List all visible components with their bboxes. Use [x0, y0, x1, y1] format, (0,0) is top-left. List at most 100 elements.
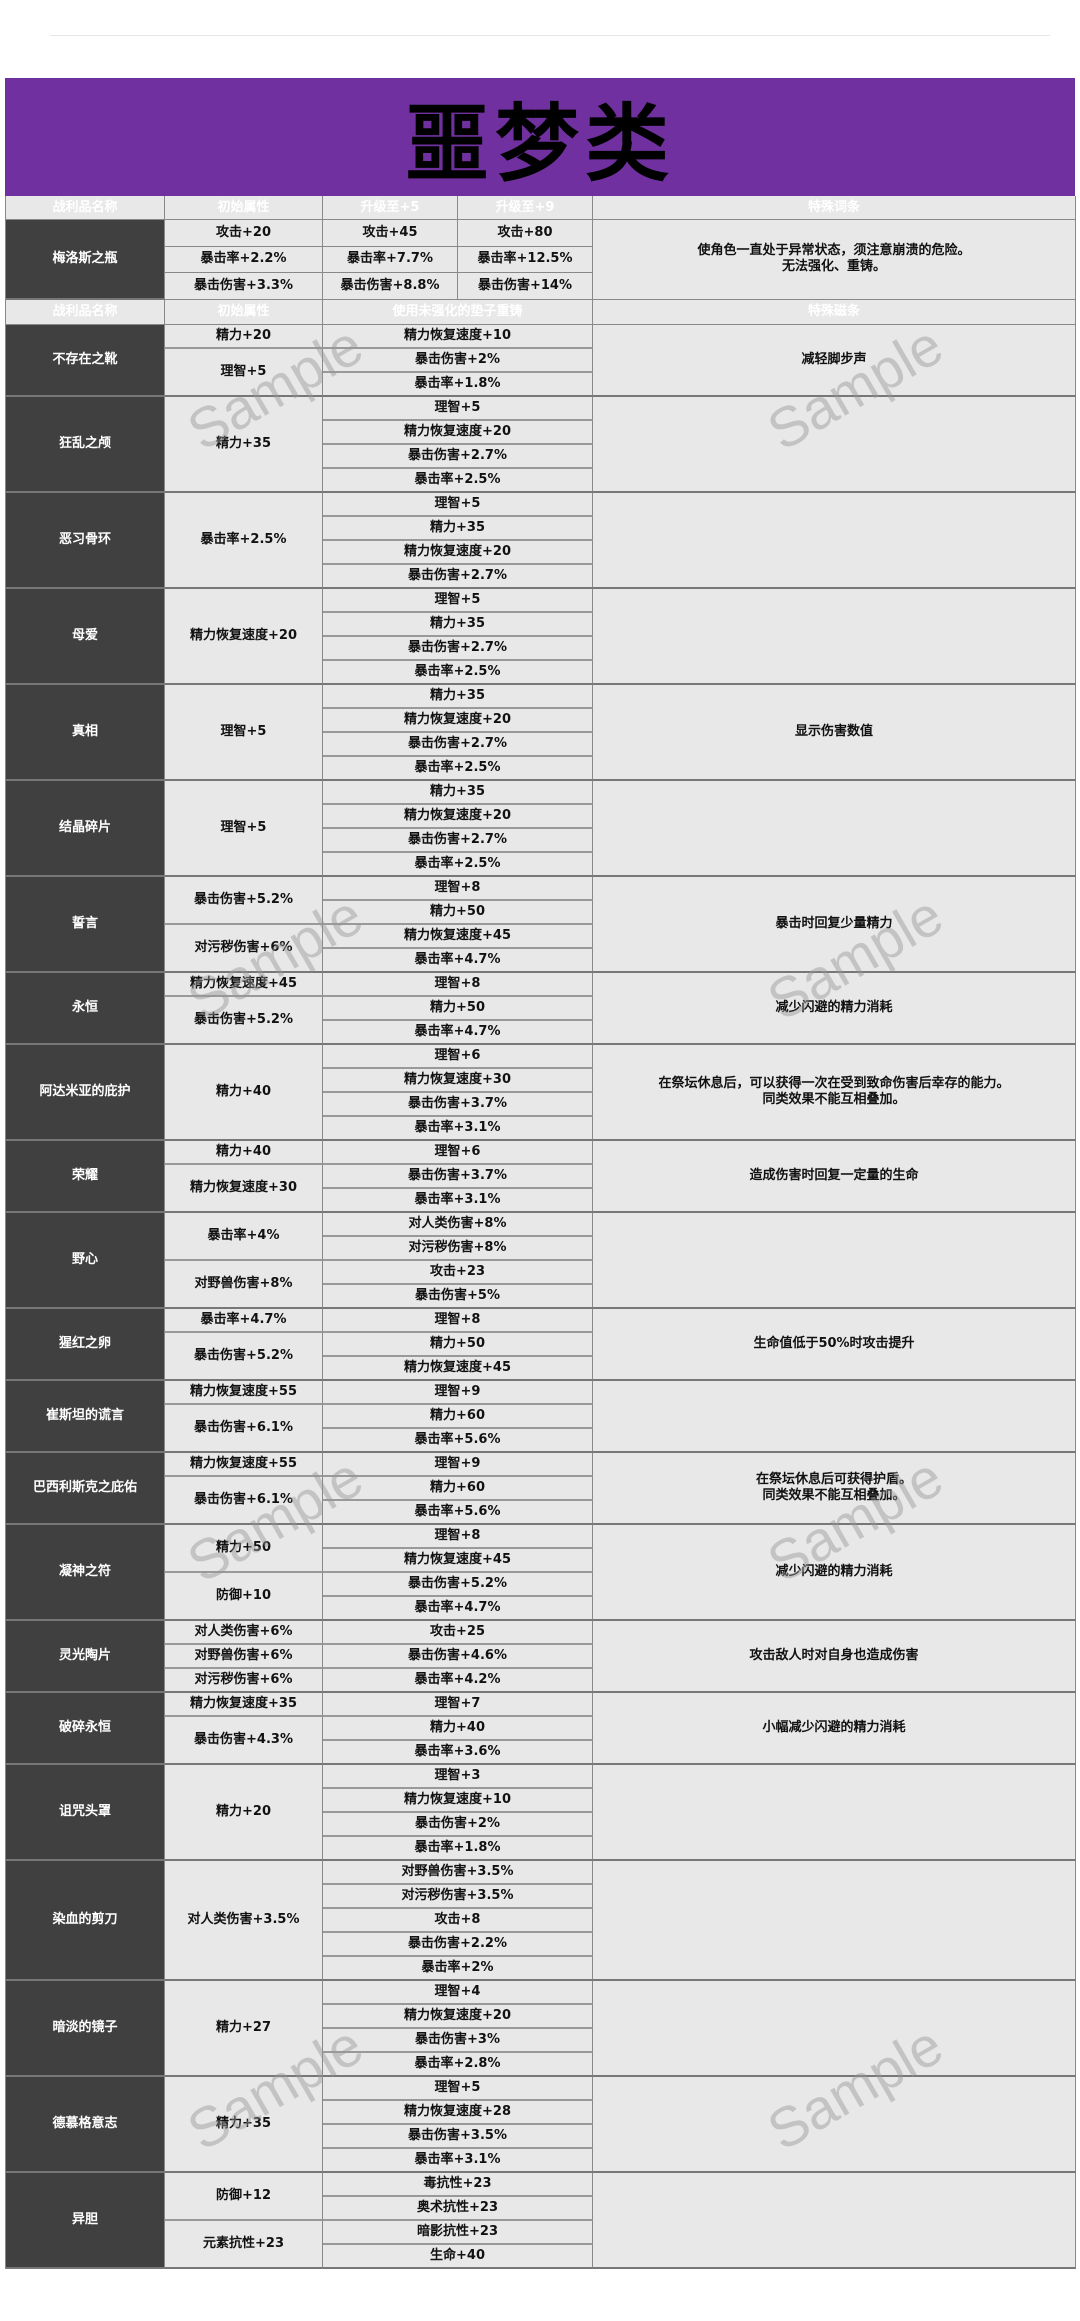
initial-stat: 理智+5 — [165, 780, 323, 877]
item-name: 巴西利斯克之庇佑 — [6, 1452, 165, 1525]
special-effect: 造成伤害时回复一定量的生命 — [593, 1140, 1076, 1213]
item-name: 灵光陶片 — [6, 1620, 165, 1693]
initial-stat: 元素抗性+23 — [165, 2220, 323, 2269]
reforge-stat: 暴击率+3.1% — [323, 2148, 593, 2173]
reforge-stat: 精力+35 — [323, 612, 593, 637]
item-name: 野心 — [6, 1212, 165, 1309]
item-row: 恶习骨环 暴击率+2.5% 理智+5 精力+35 精力恢复速度+20 暴击伤害+2.7% — [5, 492, 1076, 589]
item-row: 猩红之卵 暴击率+4.7% 暴击伤害+5.2% 理智+8 精力+50 精力恢复速度+45 生… — [5, 1308, 1076, 1381]
item-name: 狂乱之颅 — [6, 396, 165, 493]
reforge-stat: 理智+5 — [323, 396, 593, 421]
reforge-stat: 暴击率+2.8% — [323, 2052, 593, 2077]
item-row: 荣耀 精力+40 精力恢复速度+30 理智+6 暴击伤害+3.7% 暴击率+3.1% 造成伤… — [5, 1140, 1076, 1213]
reforge-stat: 攻击+23 — [323, 1260, 593, 1285]
item-name: 誓言 — [6, 876, 165, 973]
item-row: 凝神之符 精力+50 防御+10 理智+8 精力恢复速度+45 暴击伤害+5.2% 暴击率+… — [5, 1524, 1076, 1621]
reforge-stat: 暴击伤害+2.2% — [323, 1932, 593, 1957]
header-row-reforge: 战利品名称 初始属性 使用未强化的垫子重铸 特殊磁条 — [5, 299, 1076, 325]
item-name: 梅洛斯之瓶 — [6, 220, 165, 300]
item-name: 凝神之符 — [6, 1524, 165, 1621]
reforge-stat: 精力+50 — [323, 900, 593, 925]
item-row: 巴西利斯克之庇佑 精力恢复速度+55 暴击伤害+6.1% 理智+9 精力+60 暴击率+5… — [5, 1452, 1076, 1525]
reforge-stat: 暴击伤害+2.7% — [323, 828, 593, 853]
stat-cell: 暴击伤害+3.3% — [165, 273, 323, 300]
item-name: 诅咒头罩 — [6, 1764, 165, 1861]
reforge-stat: 暴击伤害+3.7% — [323, 1092, 593, 1117]
special-effect: 小幅减少闪避的精力消耗 — [593, 1692, 1076, 1765]
title-banner: 噩梦类 — [5, 78, 1075, 196]
initial-stat: 精力+27 — [165, 1980, 323, 2077]
initial-stat: 暴击伤害+5.2% — [165, 1332, 323, 1381]
special-effect — [593, 588, 1076, 685]
reforge-stat: 理智+9 — [323, 1380, 593, 1405]
initial-stat: 精力+20 — [165, 1764, 323, 1861]
item-row: 异胆 防御+12 元素抗性+23 毒抗性+23 奥术抗性+23 暗影抗性+23 生命+40 — [5, 2172, 1076, 2269]
item-name: 恶习骨环 — [6, 492, 165, 589]
reforge-stat: 暴击率+4.7% — [323, 948, 593, 973]
initial-stat: 暴击伤害+5.2% — [165, 996, 323, 1045]
special-effect — [593, 492, 1076, 589]
reforge-stat: 理智+6 — [323, 1140, 593, 1165]
reforge-stat: 暴击率+3.6% — [323, 1740, 593, 1765]
column-header: 战利品名称 — [6, 196, 165, 220]
special-effect: 攻击敌人时对自身也造成伤害 — [593, 1620, 1076, 1693]
initial-stat: 精力恢复速度+35 — [165, 1692, 323, 1717]
item-row: 狂乱之颅 精力+35 理智+5 精力恢复速度+20 暴击伤害+2.7% 暴击率+2.5% — [5, 396, 1076, 493]
special-effect: 暴击时回复少量精力 — [593, 876, 1076, 973]
reforge-stat: 理智+4 — [323, 1980, 593, 2005]
reforge-stat: 精力恢复速度+45 — [323, 1356, 593, 1381]
reforge-stat: 理智+6 — [323, 1044, 593, 1069]
reforge-stat: 理智+3 — [323, 1764, 593, 1789]
item-row: 野心 暴击率+4% 对野兽伤害+8% 对人类伤害+8% 对污秽伤害+8% 攻击+23 暴击伤… — [5, 1212, 1076, 1309]
reforge-stat: 精力恢复速度+20 — [323, 2004, 593, 2029]
item-name: 崔斯坦的谎言 — [6, 1380, 165, 1453]
item-row: 破碎永恒 精力恢复速度+35 暴击伤害+4.3% 理智+7 精力+40 暴击率+3.6% 小… — [5, 1692, 1076, 1765]
page-title: 噩梦类 — [404, 93, 675, 193]
reforge-stat: 精力+40 — [323, 1716, 593, 1741]
stat-cell: 暴击率+2.2% — [165, 246, 323, 274]
reforge-stat: 精力+35 — [323, 684, 593, 709]
stat-cell: 暴击伤害+8.8% — [323, 273, 458, 300]
column-header: 初始属性 — [165, 299, 323, 325]
initial-stat: 暴击伤害+5.2% — [165, 876, 323, 925]
special-effect: 减轻脚步声 — [593, 324, 1076, 397]
reforge-stat: 暴击率+2.5% — [323, 468, 593, 493]
item-name: 真相 — [6, 684, 165, 781]
reforge-stat: 精力恢复速度+10 — [323, 1788, 593, 1813]
reforge-stat: 暴击率+5.6% — [323, 1500, 593, 1525]
initial-stat: 对野兽伤害+6% — [165, 1644, 323, 1669]
stat-cell: 攻击+20 — [165, 220, 323, 247]
item-name: 阿达米亚的庇护 — [6, 1044, 165, 1141]
reforge-stat: 暴击伤害+3% — [323, 2028, 593, 2053]
stat-cell: 攻击+80 — [458, 220, 593, 247]
reforge-stat: 理智+8 — [323, 972, 593, 997]
special-effect: 显示伤害数值 — [593, 684, 1076, 781]
top-divider — [50, 35, 1050, 36]
item-name: 德慕格意志 — [6, 2076, 165, 2173]
reforge-stat: 精力恢复速度+20 — [323, 804, 593, 829]
reforge-stat: 暴击率+2.5% — [323, 852, 593, 877]
reforge-stat: 暴击伤害+5% — [323, 1284, 593, 1309]
initial-stat: 暴击伤害+6.1% — [165, 1476, 323, 1525]
reforge-stat: 对野兽伤害+3.5% — [323, 1860, 593, 1885]
reforge-stat: 精力恢复速度+10 — [323, 324, 593, 349]
item-row: 阿达米亚的庇护 精力+40 理智+6 精力恢复速度+30 暴击伤害+3.7% 暴击率+3.… — [5, 1044, 1076, 1141]
special-effect: 减少闪避的精力消耗 — [593, 972, 1076, 1045]
column-header: 初始属性 — [165, 196, 323, 220]
reforge-stat: 精力+50 — [323, 996, 593, 1021]
reforge-stat: 精力恢复速度+28 — [323, 2100, 593, 2125]
item-row: 暗淡的镜子 精力+27 理智+4 精力恢复速度+20 暴击伤害+3% 暴击率+2.8% — [5, 1980, 1076, 2077]
initial-stat: 精力恢复速度+55 — [165, 1452, 323, 1477]
initial-stat: 精力+20 — [165, 324, 323, 349]
loot-table: 噩梦类 战利品名称 初始属性 升级至+5 升级至+9 特殊词条 梅洛斯之瓶 攻击+20 暴击… — [5, 78, 1076, 2269]
special-effect: 在祭坛休息后可获得护盾。 同类效果不能互相叠加。 — [593, 1452, 1076, 1525]
initial-stat: 防御+12 — [165, 2172, 323, 2221]
reforge-stat: 对污秽伤害+3.5% — [323, 1884, 593, 1909]
header-row-upgrade: 战利品名称 初始属性 升级至+5 升级至+9 特殊词条 — [5, 196, 1076, 220]
reforge-stat: 生命+40 — [323, 2244, 593, 2269]
reforge-stat: 暴击率+4.7% — [323, 1596, 593, 1621]
reforge-stat: 毒抗性+23 — [323, 2172, 593, 2197]
item-name: 结晶碎片 — [6, 780, 165, 877]
reforge-stat: 暴击伤害+2.7% — [323, 564, 593, 589]
special-effect — [593, 1980, 1076, 2077]
